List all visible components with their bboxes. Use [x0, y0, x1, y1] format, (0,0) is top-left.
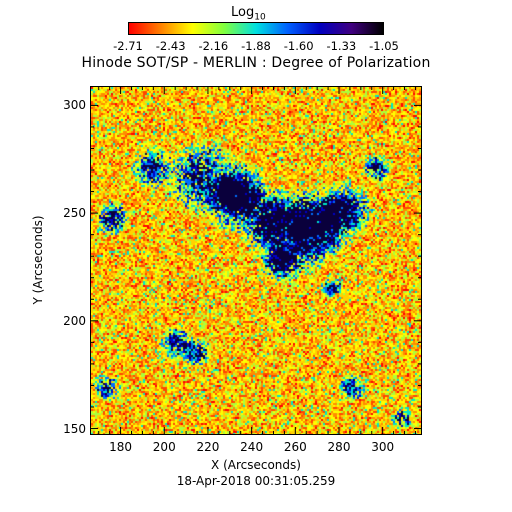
plot-axes-ticks: [90, 86, 422, 435]
colorbar-tick-label: -2.71: [113, 39, 143, 53]
colorbar-tick-label: -1.60: [283, 39, 314, 53]
y-tick-label: 250: [63, 206, 86, 221]
colorbar: [128, 22, 384, 35]
x-tick-label: 260: [283, 440, 307, 454]
x-tick-label: 200: [152, 440, 176, 454]
x-tick-label: 280: [327, 440, 351, 454]
colorbar-tick-label: -1.33: [326, 39, 357, 53]
y-tick-label: 300: [63, 98, 86, 113]
colorbar-label-subscript: 10: [254, 12, 266, 23]
x-axis-label: X (Arcseconds): [211, 458, 301, 472]
polarization-map-image: [91, 87, 421, 434]
x-tick-label: 300: [371, 440, 395, 454]
colorbar-tick-label: -1.88: [241, 39, 271, 53]
y-axis-label: Y (Arcseconds): [31, 215, 45, 305]
colorbar-tick-label: -2.43: [155, 39, 186, 53]
colorbar-label-base: Log: [231, 5, 255, 20]
polarization-map: [90, 86, 422, 435]
colorbar-label: Log10: [231, 5, 266, 23]
x-tick-label: 240: [240, 440, 264, 454]
x-tick-label: 180: [109, 440, 133, 454]
x-tick-label: 220: [196, 440, 220, 454]
plot-title: Hinode SOT/SP - MERLIN : Degree of Polar…: [81, 55, 431, 71]
timestamp: 18-Apr-2018 00:31:05.259: [176, 474, 336, 488]
y-tick-label: 200: [63, 313, 86, 328]
y-tick-label: 150: [63, 421, 86, 436]
colorbar-tick-label: -2.16: [198, 39, 229, 53]
colorbar-tick-label: -1.05: [369, 39, 399, 53]
